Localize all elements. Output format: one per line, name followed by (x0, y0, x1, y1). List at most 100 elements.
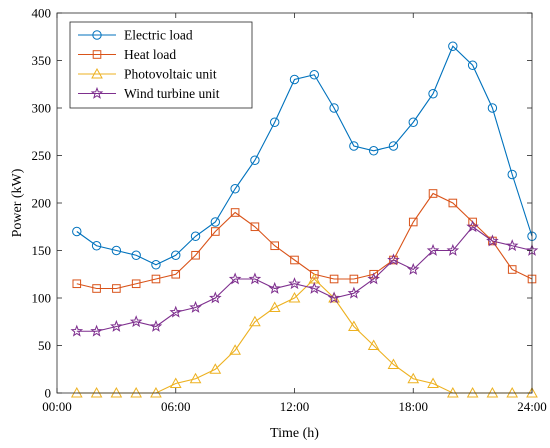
data-point (169, 305, 183, 318)
legend-label: Photovoltaic unit (124, 67, 217, 82)
data-point (289, 74, 300, 85)
data-point (209, 291, 222, 304)
y-tick-label: 200 (32, 196, 52, 211)
data-point (349, 141, 359, 151)
y-tick-label: 400 (32, 6, 52, 21)
data-point (270, 241, 280, 251)
data-point (426, 243, 440, 256)
data-point (466, 386, 479, 398)
data-point (406, 262, 420, 275)
legend-marker (92, 30, 102, 40)
data-point (171, 250, 181, 260)
legend-marker (90, 86, 104, 99)
data-point (309, 269, 319, 279)
y-tick-label: 300 (32, 101, 52, 116)
data-point (446, 243, 460, 256)
data-point (368, 146, 379, 156)
x-axis-title: Time (h) (270, 426, 319, 441)
legend-item-1: Electric load (78, 28, 193, 43)
data-point (388, 141, 399, 151)
legend-item-4: Wind turbine unit (78, 86, 220, 101)
data-point (248, 272, 262, 285)
data-point (446, 386, 459, 398)
legend-item-2: Heat load (78, 47, 176, 62)
data-point (329, 103, 339, 113)
data-point (348, 320, 360, 331)
data-point (189, 372, 202, 384)
data-point (467, 60, 478, 70)
data-point (72, 226, 82, 237)
data-point (112, 284, 121, 293)
data-point (228, 272, 242, 285)
data-point (250, 222, 260, 232)
data-point (505, 239, 519, 252)
data-point (149, 319, 163, 332)
data-point (329, 274, 339, 284)
data-point (347, 286, 361, 299)
data-point (526, 386, 538, 398)
series-line (76, 278, 532, 394)
data-point (249, 315, 261, 327)
data-point (369, 269, 378, 279)
x-tick-label: 24:00 (517, 399, 547, 414)
data-point (110, 319, 123, 332)
data-point (190, 231, 201, 241)
data-point (92, 284, 101, 293)
data-point (90, 324, 103, 337)
legend-label: Electric load (124, 28, 193, 43)
data-point (111, 245, 122, 256)
legend-label: Heat load (124, 47, 176, 62)
data-point (268, 281, 281, 294)
legend: Electric load Heat load Photovoltaic unit W… (69, 21, 253, 109)
y-tick-label: 0 (45, 386, 52, 401)
data-point (250, 155, 260, 165)
data-point (486, 234, 499, 247)
series-2 (72, 189, 537, 293)
data-point (507, 169, 517, 180)
data-point (270, 117, 280, 127)
data-point (327, 291, 341, 304)
data-point (72, 279, 82, 289)
series-line (76, 226, 533, 332)
data-point (387, 253, 400, 266)
x-tick-label: 06:00 (161, 399, 191, 414)
legend-marker (92, 50, 102, 59)
data-point (407, 372, 420, 384)
data-point (230, 208, 240, 217)
data-point (349, 274, 359, 284)
data-point (209, 363, 222, 374)
data-point (189, 300, 202, 313)
series-1 (72, 41, 537, 270)
data-point (129, 315, 143, 328)
data-point (288, 277, 301, 290)
series-line (76, 192, 533, 290)
data-point (91, 241, 102, 251)
data-point (210, 217, 221, 227)
y-tick-label: 50 (38, 338, 51, 353)
data-point (507, 265, 517, 274)
data-point (268, 301, 281, 312)
data-point (151, 274, 161, 284)
y-tick-label: 250 (32, 148, 52, 163)
data-point (90, 386, 103, 398)
data-point (171, 269, 181, 279)
data-point (110, 386, 123, 398)
data-point (151, 260, 161, 270)
series-3 (70, 272, 538, 398)
data-point (466, 220, 479, 233)
legend-item-3: Photovoltaic unit (78, 67, 217, 82)
y-tick-label: 150 (32, 243, 52, 258)
data-point (131, 250, 141, 260)
y-tick-label: 350 (32, 53, 52, 68)
data-point (487, 103, 498, 113)
data-point (191, 250, 200, 260)
data-point (150, 386, 162, 398)
data-point (211, 227, 220, 236)
data-point (387, 358, 400, 369)
x-tick-label: 00:00 (42, 399, 72, 414)
series-4 (70, 220, 539, 337)
data-point (309, 70, 319, 80)
data-point (290, 255, 299, 265)
